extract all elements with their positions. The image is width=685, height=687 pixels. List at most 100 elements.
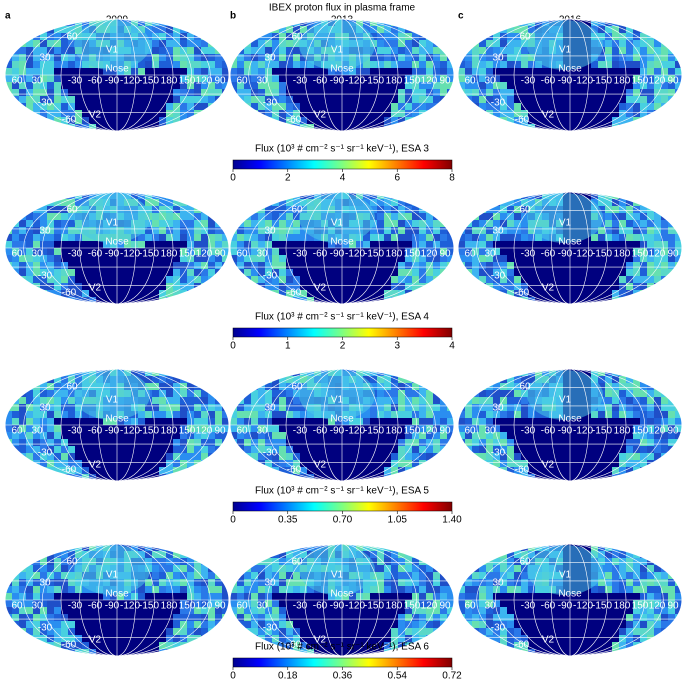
- latitude-label: 60: [66, 205, 78, 216]
- map-cell: [293, 96, 300, 103]
- map-cell: [145, 89, 152, 96]
- map-cell: [215, 383, 222, 390]
- longitude-label: 30: [484, 76, 496, 87]
- map-cell: [230, 297, 237, 304]
- map-cell: [433, 33, 440, 40]
- map-cell: [472, 61, 479, 68]
- map-cell: [433, 192, 440, 199]
- map-cell: [194, 220, 201, 227]
- map-cell: [335, 89, 342, 96]
- map-cell: [458, 474, 465, 481]
- longitude-label: -60: [541, 249, 556, 260]
- map-cell: [440, 290, 447, 297]
- latitude-label: 60: [291, 382, 303, 393]
- map-cell: [556, 290, 563, 297]
- map-cell: [201, 269, 208, 276]
- map-cell: [619, 383, 626, 390]
- map-cell: [194, 376, 201, 383]
- longitude-label: -30: [521, 249, 536, 260]
- map-cell: [472, 269, 479, 276]
- map-cell: [117, 290, 124, 297]
- map-cell: [19, 635, 26, 642]
- map-cell: [668, 199, 675, 206]
- map-cell: [633, 227, 640, 234]
- map-cell: [591, 418, 598, 425]
- map-cell: [117, 283, 124, 290]
- map-cell: [563, 262, 570, 269]
- map-cell: [237, 234, 244, 241]
- map-cell: [208, 33, 215, 40]
- map-cell: [5, 558, 12, 565]
- map-cell: [33, 192, 40, 199]
- map-cell: [458, 297, 465, 304]
- longitude-label: -120: [345, 426, 365, 437]
- map-cell: [180, 61, 187, 68]
- map-cell: [556, 103, 563, 110]
- map-cell: [19, 446, 26, 453]
- map-cell: [47, 432, 54, 439]
- map-cell: [486, 213, 493, 220]
- map-cell: [391, 418, 398, 425]
- map-cell: [661, 33, 668, 40]
- map-cell: [152, 213, 159, 220]
- map-cell: [89, 68, 96, 75]
- map-cell: [426, 418, 433, 425]
- map-cell: [675, 376, 682, 383]
- map-cell: [237, 33, 244, 40]
- map-cell: [335, 290, 342, 297]
- map-cell: [117, 276, 124, 283]
- map-cell: [19, 89, 26, 96]
- map-cell: [342, 446, 349, 453]
- map-cell: [110, 262, 117, 269]
- map-cell: [103, 446, 110, 453]
- map-cell: [419, 241, 426, 248]
- map-cell: [180, 369, 187, 376]
- map-cell: [19, 551, 26, 558]
- map-cell: [194, 213, 201, 220]
- map-cell: [215, 213, 222, 220]
- longitude-label: -30: [68, 249, 83, 260]
- map-cell: [201, 474, 208, 481]
- map-cell: [272, 425, 279, 432]
- map-cell: [215, 68, 222, 75]
- map-cell: [419, 467, 426, 474]
- map-cell: [222, 383, 229, 390]
- map-cell: [194, 103, 201, 110]
- map-cell: [124, 446, 131, 453]
- map-cell: [654, 220, 661, 227]
- map-cell: [335, 467, 342, 474]
- map-cell: [426, 117, 433, 124]
- map-cell: [528, 241, 535, 248]
- map-cell: [40, 390, 47, 397]
- map-cell: [328, 276, 335, 283]
- latitude-label: 30: [39, 53, 51, 64]
- map-cell: [272, 241, 279, 248]
- map-cell: [258, 467, 265, 474]
- map-cell: [33, 297, 40, 304]
- map-cell: [187, 220, 194, 227]
- map-cell: [577, 446, 584, 453]
- map-cell: [426, 47, 433, 54]
- map-cell: [33, 199, 40, 206]
- map-cell: [465, 297, 472, 304]
- map-cell: [556, 276, 563, 283]
- map-cell: [377, 103, 384, 110]
- map-cell: [356, 460, 363, 467]
- map-cell: [215, 446, 222, 453]
- map-cell: [426, 297, 433, 304]
- map-cell: [279, 418, 286, 425]
- map-cell: [426, 269, 433, 276]
- map-cell: [479, 47, 486, 54]
- map-cell: [493, 192, 500, 199]
- map-cell: [500, 255, 507, 262]
- map-cell: [384, 227, 391, 234]
- map-cell: [412, 124, 419, 131]
- map-cell: [465, 369, 472, 376]
- map-cell: [237, 68, 244, 75]
- map-cell: [654, 117, 661, 124]
- map-cell: [47, 248, 54, 255]
- latitude-label: -30: [263, 448, 278, 459]
- map-cell: [661, 418, 668, 425]
- map-cell: [363, 439, 370, 446]
